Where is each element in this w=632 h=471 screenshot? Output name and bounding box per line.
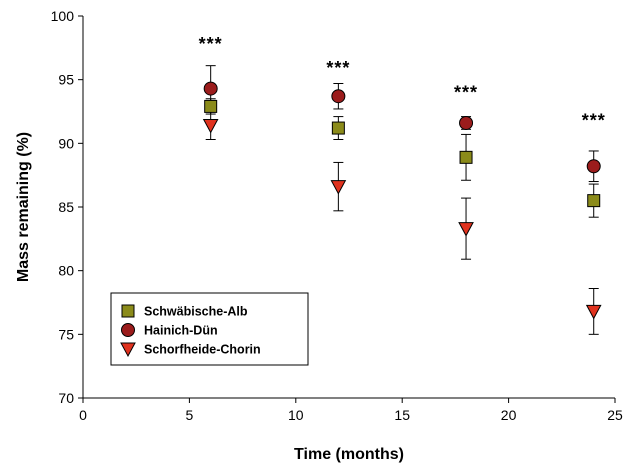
x-tick-label: 25 — [607, 407, 623, 423]
significance-annotations: *** *** *** *** — [199, 34, 606, 130]
y-tick-label: 100 — [51, 8, 75, 24]
y-tick-label: 80 — [58, 263, 74, 279]
data-point-circle — [586, 159, 601, 174]
data-point-circle — [203, 81, 218, 96]
y-tick-label: 75 — [58, 326, 74, 342]
data-point-triangle-down — [585, 304, 602, 320]
data-point-triangle-down — [330, 180, 347, 195]
y-tick-label: 85 — [58, 199, 74, 215]
y-tick-label: 95 — [58, 72, 74, 88]
data-markers — [202, 81, 602, 320]
y-axis-title: Mass remaining (%) — [15, 132, 32, 282]
y-ticks: 70 75 80 85 90 95 100 — [51, 8, 83, 406]
legend: Schwäbische-Alb Hainich-Dün Schorfheide-Ch… — [110, 292, 309, 366]
x-axis-title: Time (months) — [294, 446, 404, 463]
y-tick-label: 70 — [58, 390, 74, 406]
data-point-circle — [459, 115, 474, 130]
legend-marker-square — [121, 304, 135, 318]
x-tick-label: 5 — [186, 407, 194, 423]
y-tick-label: 90 — [58, 135, 74, 151]
data-point-square — [587, 194, 601, 208]
legend-box — [110, 292, 309, 366]
axes: 0 5 10 15 20 25 70 75 80 85 90 95 100 — [51, 8, 623, 423]
legend-label: Hainich-Dün — [144, 324, 218, 338]
x-tick-label: 20 — [501, 407, 517, 423]
x-tick-label: 10 — [288, 407, 304, 423]
legend-marker-triangle-down — [120, 342, 136, 358]
significance-label: *** — [326, 58, 350, 78]
significance-label: *** — [454, 82, 478, 102]
data-point-triangle-down — [202, 119, 219, 134]
x-tick-label: 0 — [79, 407, 87, 423]
legend-label: Schwäbische-Alb — [144, 305, 248, 319]
significance-label: *** — [199, 34, 223, 54]
data-point-square — [459, 150, 473, 164]
data-point-square — [331, 121, 345, 135]
legend-label: Schorfheide-Chorin — [144, 343, 261, 357]
data-point-square — [204, 99, 218, 113]
x-ticks: 0 5 10 15 20 25 — [79, 398, 623, 423]
x-tick-label: 15 — [394, 407, 410, 423]
legend-marker-circle — [121, 323, 135, 337]
data-point-triangle-down — [458, 222, 474, 237]
data-point-circle — [331, 89, 346, 104]
significance-label: *** — [582, 110, 606, 130]
